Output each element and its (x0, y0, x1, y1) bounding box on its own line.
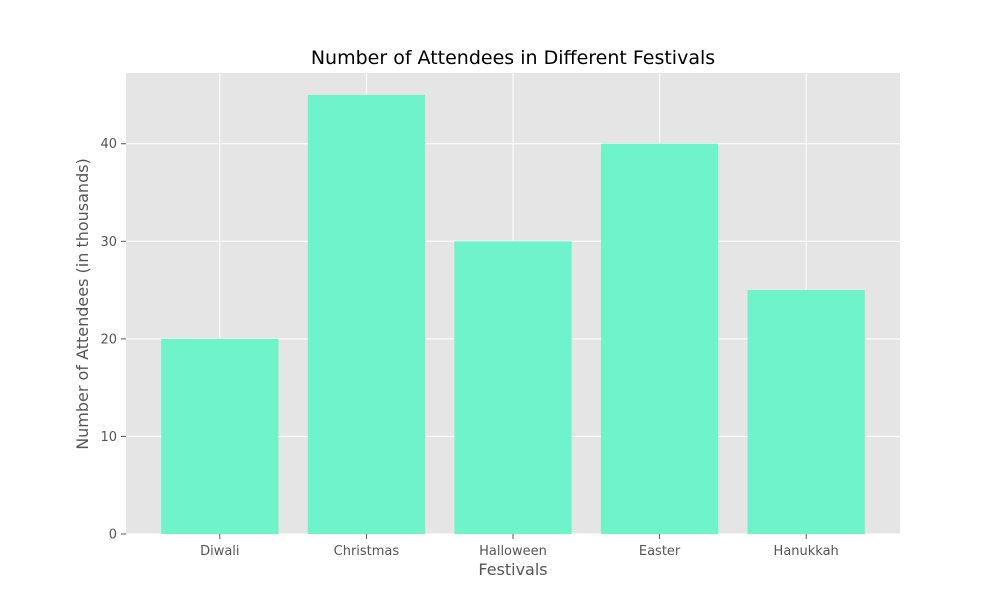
y-tick-label: 30 (100, 235, 117, 250)
y-axis-ticks: 0 10 20 30 40 (100, 137, 126, 543)
bars (161, 94, 865, 535)
y-tick-label: 20 (100, 332, 117, 347)
x-tick-label: Hanukkah (774, 544, 839, 559)
chart-title: Number of Attendees in Different Festiva… (311, 47, 715, 69)
y-tick-label: 0 (109, 528, 117, 543)
bar-hanukkah (747, 290, 865, 534)
x-tick-label: Christmas (334, 544, 400, 559)
bar-christmas (307, 94, 426, 534)
y-tick-label: 40 (100, 137, 117, 152)
y-tick-label: 10 (100, 430, 117, 445)
x-axis-ticks: Diwali Christmas Halloween Easter Hanukkah (200, 534, 839, 559)
x-tick-label: Diwali (200, 544, 239, 559)
y-axis-label: Number of Attendees (in thousands) (73, 158, 92, 450)
x-tick-label: Easter (639, 544, 681, 559)
x-axis-label: Festivals (478, 560, 547, 579)
bar-halloween (454, 241, 572, 535)
bar-easter (600, 143, 719, 534)
bar-diwali (161, 338, 279, 534)
x-tick-label: Halloween (479, 544, 547, 559)
